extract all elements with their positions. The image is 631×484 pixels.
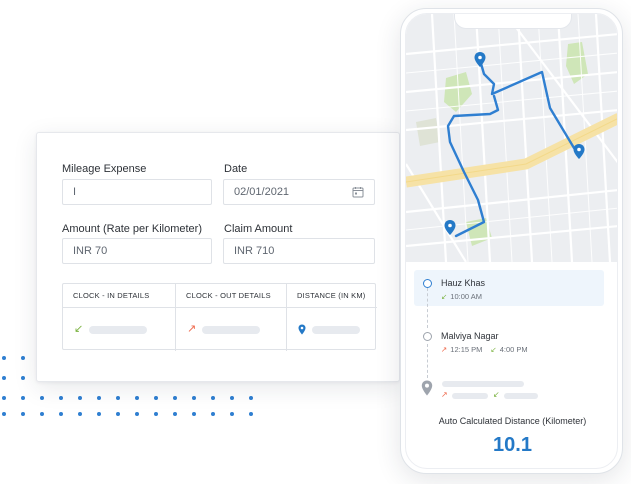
date-input[interactable]: 02/01/2021 xyxy=(223,179,375,205)
arrow-down-left-icon: ↙ xyxy=(490,345,497,354)
decor-dot xyxy=(21,376,25,380)
route-map[interactable] xyxy=(406,14,618,262)
decor-dot xyxy=(2,376,6,380)
decor-dot xyxy=(2,356,6,360)
decor-dot xyxy=(2,412,6,416)
timeline-connector xyxy=(427,344,428,378)
arrow-up-right-icon: ↗ xyxy=(441,390,448,399)
clock-out-time: 12:15 PM xyxy=(450,345,483,354)
distance-cell xyxy=(286,308,377,351)
stop-time: ↙ 10:00 AM xyxy=(441,292,482,301)
decor-dot xyxy=(59,396,63,400)
decor-dot xyxy=(97,396,101,400)
decor-dot xyxy=(21,412,25,416)
location-pin-icon xyxy=(298,324,306,335)
arrow-up-right-icon: ↗ xyxy=(187,323,197,335)
amount-label: Amount (Rate per Kilometer) xyxy=(62,223,202,235)
clock-in-cell: ↙ xyxy=(63,308,175,351)
decor-dot xyxy=(173,396,177,400)
claim-amount-input[interactable]: INR 710 xyxy=(223,238,375,264)
amount-input[interactable]: INR 70 xyxy=(62,238,212,264)
decor-dot xyxy=(21,356,25,360)
decor-dot xyxy=(230,396,234,400)
claim-amount-label: Claim Amount xyxy=(224,223,293,235)
auto-distance-value: 10.1 xyxy=(493,434,532,456)
map-pin-icon xyxy=(444,220,456,235)
decor-dot xyxy=(21,396,25,400)
clock-out-cell: ↗ xyxy=(175,308,286,351)
stop-name: Hauz Khas xyxy=(441,278,486,288)
decor-dot xyxy=(230,412,234,416)
decor-dot xyxy=(78,412,82,416)
stop-time: ↗ 12:15 PM ↙ 4:00 PM xyxy=(441,345,528,354)
auto-distance-label: Auto Calculated Distance (Kilometer) xyxy=(438,416,587,426)
decor-dot xyxy=(154,412,158,416)
clock-in-time: 4:00 PM xyxy=(499,345,528,354)
decor-dot xyxy=(211,412,215,416)
location-pin-icon xyxy=(421,380,433,396)
amount-value: INR 70 xyxy=(73,245,108,257)
claim-amount-value: INR 710 xyxy=(234,245,275,257)
stop-item-hauz-khas[interactable] xyxy=(414,270,604,306)
decor-dot xyxy=(78,396,82,400)
clock-out-header: CLOCK - OUT DETAILS xyxy=(175,284,286,308)
arrow-down-left-icon: ↙ xyxy=(74,323,84,335)
stop-name: Malviya Nagar xyxy=(441,331,499,341)
decor-dot xyxy=(40,396,44,400)
distance-header: DISTANCE (IN KM) xyxy=(286,284,377,308)
placeholder-bar xyxy=(89,325,148,334)
decor-dot xyxy=(211,396,215,400)
mileage-expense-input[interactable]: I xyxy=(62,179,212,205)
stop-marker-icon xyxy=(423,332,432,341)
decor-dot xyxy=(249,396,253,400)
mileage-expense-value: I xyxy=(73,186,77,198)
decor-dot xyxy=(192,412,196,416)
calendar-icon[interactable] xyxy=(352,186,364,198)
phone-screen: Hauz Khas ↙ 10:00 AM Malviya Nagar ↗ 12:… xyxy=(405,13,618,469)
date-value: 02/01/2021 xyxy=(234,186,290,198)
decor-dot xyxy=(249,412,253,416)
decor-dot xyxy=(59,412,63,416)
decor-dot xyxy=(116,396,120,400)
mileage-expense-card: Mileage Expense I Date 02/01/2021 Amount… xyxy=(36,132,400,382)
decor-dot xyxy=(154,396,158,400)
placeholder-bar xyxy=(452,393,488,399)
decor-dot xyxy=(173,412,177,416)
clock-details-table: CLOCK - IN DETAILS CLOCK - OUT DETAILS D… xyxy=(62,283,377,351)
timeline-connector xyxy=(427,288,428,328)
placeholder-bar xyxy=(312,325,360,334)
decor-dot xyxy=(2,396,6,400)
decor-dot xyxy=(40,412,44,416)
arrow-down-left-icon: ↙ xyxy=(493,390,500,399)
placeholder-bar xyxy=(504,393,538,399)
decor-dot xyxy=(135,412,139,416)
map-pin-icon xyxy=(573,144,585,159)
arrow-up-right-icon: ↗ xyxy=(441,345,448,354)
phone-notch xyxy=(454,14,572,29)
date-label: Date xyxy=(224,163,248,175)
clock-in-header: CLOCK - IN DETAILS xyxy=(63,284,175,308)
decor-dot xyxy=(116,412,120,416)
placeholder-bar xyxy=(202,325,261,334)
map-pin-icon xyxy=(474,52,486,67)
clock-in-time: 10:00 AM xyxy=(450,292,482,301)
phone-mockup: Hauz Khas ↙ 10:00 AM Malviya Nagar ↗ 12:… xyxy=(400,8,623,474)
mileage-expense-label: Mileage Expense xyxy=(62,163,147,175)
arrow-down-left-icon: ↙ xyxy=(441,292,448,301)
placeholder-bar xyxy=(442,381,524,387)
stop-marker-icon xyxy=(423,279,432,288)
decor-dot xyxy=(97,412,101,416)
decor-dot xyxy=(192,396,196,400)
decor-dot xyxy=(135,396,139,400)
